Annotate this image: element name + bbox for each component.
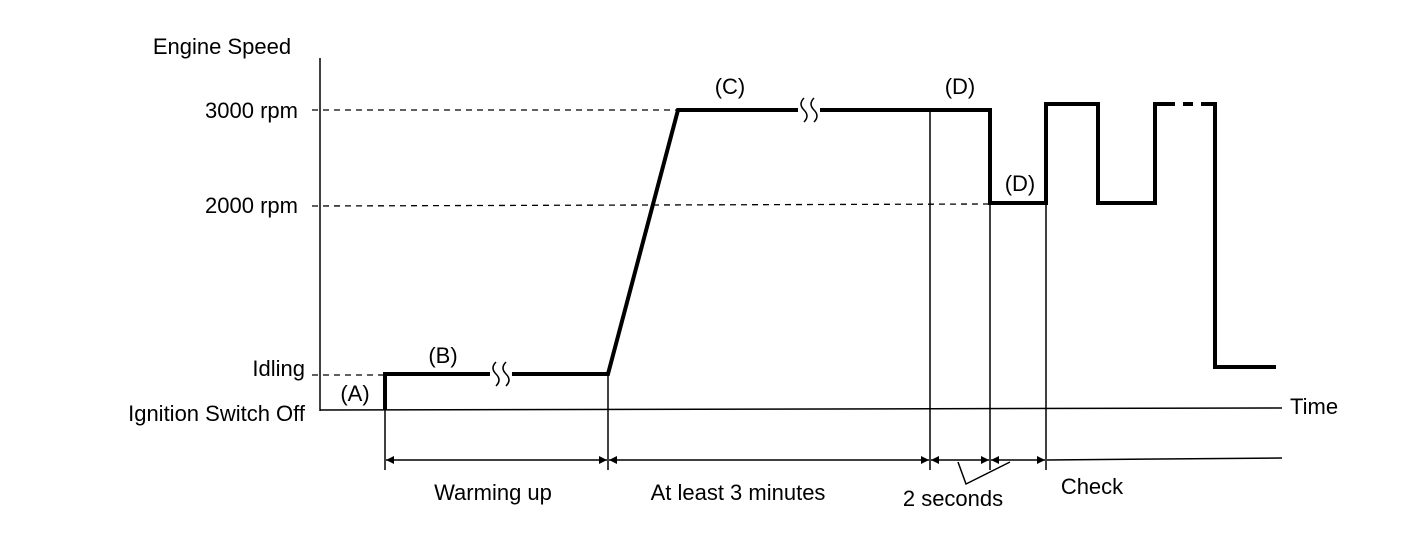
point-label: (C) [715,74,746,99]
point-label: (A) [340,381,369,406]
time-axis [319,407,1283,411]
phase-label: Check [1061,474,1124,499]
y-axis-title: Engine Speed [153,34,291,59]
level-label: Idling [252,356,305,381]
break-mark [798,97,820,124]
level-label: Ignition Switch Off [128,401,306,426]
x-axis-title: Time [1290,394,1338,419]
phase-line [1046,457,1283,461]
point-label: (D) [1005,171,1036,196]
speed-profile-end [1205,102,1276,369]
level-2000 [311,203,991,207]
phase-label: At least 3 minutes [651,480,826,505]
point-label: (D) [945,74,976,99]
point-label: (B) [428,343,457,368]
pointer [957,461,1011,486]
phase-label: Warming up [434,480,552,505]
phase-label: 2 seconds [903,486,1003,511]
level-label: 2000 rpm [205,193,298,218]
break-mark [490,361,512,388]
level-label: 3000 rpm [205,98,298,123]
